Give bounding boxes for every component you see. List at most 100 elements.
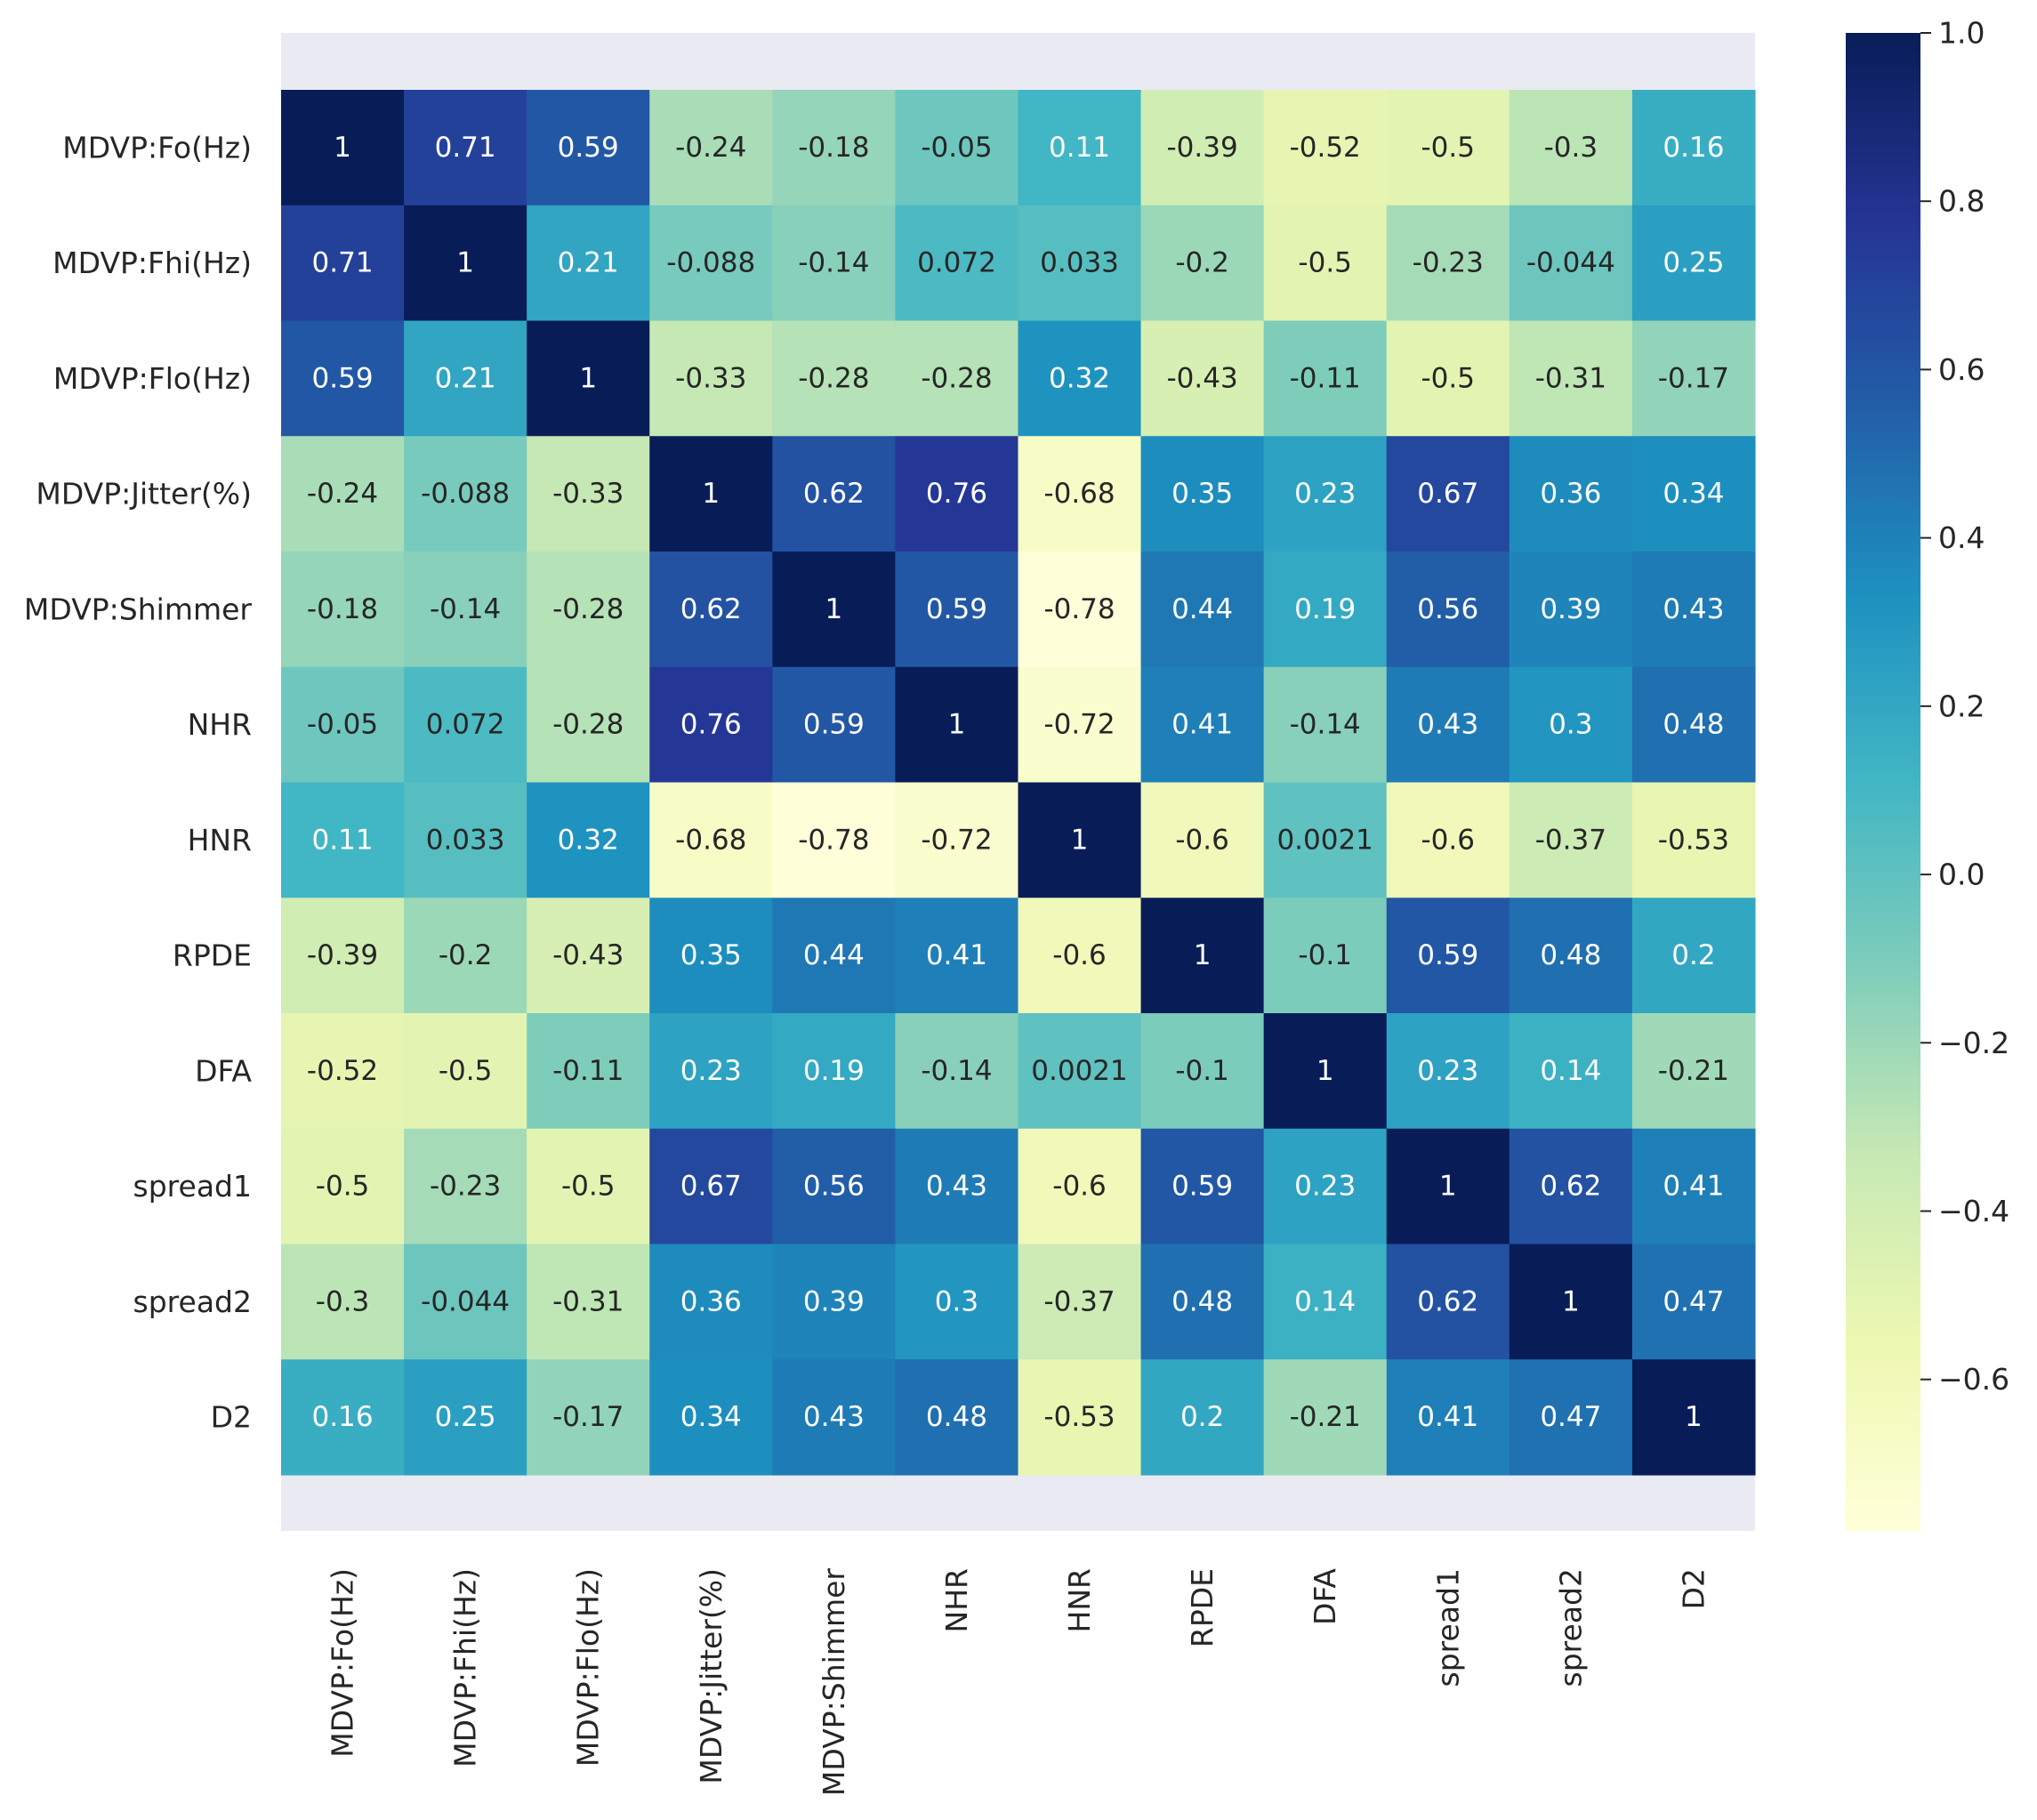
heatmap-cell: [527, 666, 650, 784]
heatmap-cell: [1631, 90, 1756, 206]
cell-annotation: 0.44: [803, 939, 865, 971]
heatmap-cell: [1263, 1013, 1388, 1130]
cell-annotation: 0.62: [803, 478, 865, 510]
cell-annotation: 0.59: [926, 593, 987, 625]
heatmap-cell: [1140, 782, 1265, 898]
cell-annotation: 0.3: [1549, 709, 1592, 741]
heatmap-cell: [649, 205, 773, 322]
cell-annotation: 0.43: [1417, 709, 1478, 741]
heatmap-cell: [895, 1013, 1019, 1130]
heatmap-cell: [1263, 898, 1388, 1014]
cell-annotation: -0.1: [1298, 939, 1352, 971]
cell-annotation: 0.11: [1049, 132, 1110, 164]
cell-annotation: 1: [456, 247, 474, 279]
cell-annotation: 0.23: [1294, 478, 1356, 510]
cell-annotation: 1: [334, 132, 351, 164]
cell-annotation: 1: [1194, 939, 1212, 971]
heatmap-cell: [1018, 1128, 1142, 1245]
heatmap-cell: [649, 898, 773, 1014]
heatmap-cell: [1263, 90, 1388, 206]
cell-annotation: 0.48: [1663, 709, 1724, 741]
cell-annotation: -0.23: [430, 1171, 501, 1203]
heatmap-cell: [281, 898, 405, 1014]
cell-annotation: -0.72: [921, 824, 992, 856]
cell-annotation: -0.72: [1043, 709, 1115, 741]
heatmap-cell: [1386, 90, 1510, 206]
heatmap-cell: [772, 1244, 896, 1360]
cell-annotation: -0.24: [675, 132, 746, 164]
heatmap-cell: [1509, 1013, 1633, 1130]
heatmap-cell: [1509, 898, 1633, 1014]
cell-annotation: -0.17: [1658, 362, 1729, 394]
heatmap-cell: [1263, 1244, 1388, 1360]
x-tick-label: MDVP:Fo(Hz): [326, 1568, 360, 1758]
colorbar-tick-label: 0.0: [1938, 858, 1985, 892]
cell-annotation: -0.1: [1175, 1055, 1229, 1087]
heatmap-cell: [281, 666, 405, 784]
colorbar-tick-label: −0.6: [1938, 1362, 2009, 1397]
x-tick-label: MDVP:Shimmer: [817, 1568, 851, 1797]
heatmap-cell: [1386, 436, 1510, 552]
cell-annotation: -0.5: [561, 1171, 616, 1203]
cell-annotation: -0.24: [307, 478, 378, 510]
cell-annotation: -0.14: [921, 1055, 992, 1087]
heatmap-cell: [895, 205, 1019, 322]
cell-annotation: 0.47: [1663, 1285, 1724, 1317]
heatmap-cell: [1386, 320, 1510, 437]
heatmap-cell: [281, 552, 405, 668]
heatmap-cell: [895, 898, 1019, 1014]
cell-annotation: -0.28: [921, 362, 992, 394]
cell-annotation: -0.31: [552, 1285, 624, 1317]
heatmap-cell: [1509, 1244, 1633, 1360]
cell-annotation: 0.23: [1294, 1171, 1356, 1203]
cell-annotation: -0.21: [1290, 1401, 1361, 1433]
cell-annotation: -0.28: [552, 593, 624, 625]
cell-annotation: 0.43: [803, 1401, 865, 1433]
heatmap-cell: [895, 552, 1019, 668]
heatmap-cell: [895, 1244, 1019, 1360]
heatmap-cell: [1386, 1013, 1510, 1130]
cell-annotation: 0.25: [435, 1401, 496, 1433]
cell-annotation: 0.67: [680, 1171, 742, 1203]
heatmap-cell: [1140, 1359, 1265, 1476]
heatmap-cell: [1263, 1128, 1388, 1245]
cell-annotation: -0.11: [1290, 362, 1361, 394]
heatmap-cell: [895, 436, 1019, 552]
heatmap-cell: [1018, 205, 1142, 322]
heatmap-cell: [1140, 666, 1265, 784]
cell-annotation: 0.16: [1663, 132, 1724, 164]
x-tick-label: spread2: [1553, 1568, 1588, 1687]
heatmap-cell: [1631, 782, 1756, 898]
cell-annotation: -0.088: [666, 247, 755, 279]
cell-annotation: -0.33: [675, 362, 746, 394]
heatmap-cell: [1631, 1244, 1756, 1360]
cell-annotation: 0.41: [1171, 709, 1233, 741]
heatmap-cell: [281, 1128, 405, 1245]
heatmap-cell: [281, 90, 405, 206]
y-tick-label: spread1: [133, 1169, 252, 1204]
heatmap-cell: [1509, 666, 1633, 784]
heatmap-cell: [1386, 205, 1510, 322]
heatmap-cell: [281, 436, 405, 552]
cell-annotation: 0.62: [680, 593, 742, 625]
y-tick-label: MDVP:Jitter(%): [36, 477, 252, 511]
heatmap-cell: [1509, 552, 1633, 668]
cell-annotation: -0.37: [1535, 824, 1606, 856]
cell-annotation: -0.43: [552, 939, 624, 971]
x-tick-label: NHR: [939, 1568, 974, 1632]
heatmap-cell: [772, 898, 896, 1014]
cell-annotation: -0.31: [1535, 362, 1606, 394]
heatmap-cell: [1140, 436, 1265, 552]
heatmap-cell: [527, 552, 650, 668]
heatmap-cell: [772, 1128, 896, 1245]
cell-annotation: -0.6: [1175, 824, 1229, 856]
cell-annotation: 0.21: [435, 362, 496, 394]
cell-annotation: 0.14: [1540, 1055, 1601, 1087]
x-tick-label: MDVP:Jitter(%): [694, 1568, 729, 1784]
heatmap-cell: [1018, 666, 1142, 784]
cell-annotation: 1: [702, 478, 720, 510]
colorbar-tick-label: 0.2: [1938, 689, 1985, 723]
cell-annotation: 0.71: [435, 132, 496, 164]
heatmap-cell: [527, 320, 650, 437]
